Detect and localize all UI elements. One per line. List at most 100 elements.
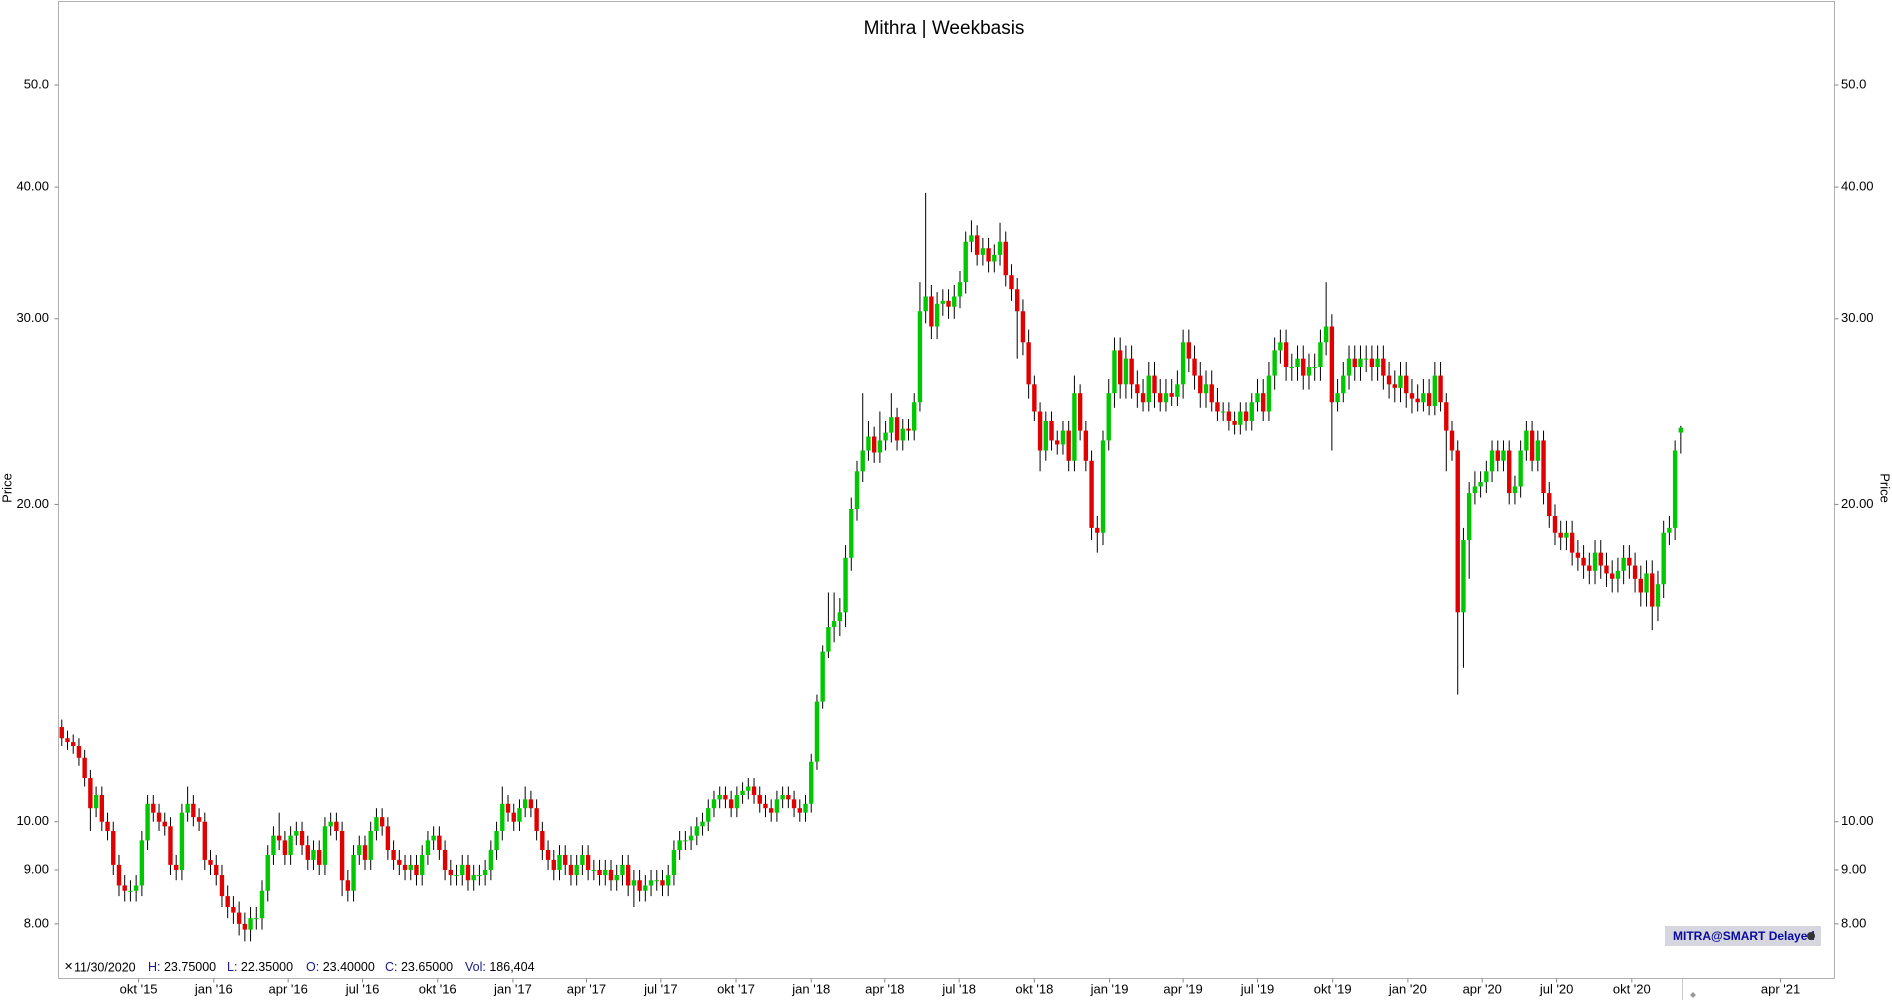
candle-body <box>631 880 637 886</box>
candle-body <box>854 471 860 510</box>
status-bar: ✕ 11/30/2020 H: 23.75000 L: 22.35000 O: … <box>64 960 535 974</box>
y-tick-label-right: 40.00 <box>1841 179 1874 194</box>
candle-body <box>1037 411 1043 451</box>
candle-body <box>1552 516 1558 533</box>
candle-body <box>1026 342 1031 385</box>
candle-body <box>763 803 768 809</box>
candle-body <box>557 854 562 870</box>
candle-body <box>282 840 288 855</box>
candle-body <box>969 235 974 242</box>
candle-body <box>608 869 614 881</box>
candle-body <box>517 808 522 822</box>
candle-body <box>322 826 328 865</box>
candle-body <box>706 808 711 822</box>
candle-body <box>65 738 70 743</box>
x-tick-label: jan '18 <box>791 981 830 996</box>
candle-body <box>299 830 305 846</box>
candle-body <box>374 817 379 831</box>
x-tick-label: okt '20 <box>1613 981 1651 996</box>
status-open-label: O: <box>306 960 319 974</box>
x-tick-label: jan '19 <box>1090 981 1129 996</box>
candle-body <box>477 875 482 877</box>
candle-body <box>1581 557 1586 566</box>
candle-body <box>505 803 511 813</box>
candle-body <box>208 859 213 865</box>
candle-body <box>111 830 116 865</box>
status-open-value: 23.40000 <box>323 960 375 974</box>
candle-body <box>1381 358 1386 376</box>
candle-body <box>402 864 408 870</box>
candle-body <box>1014 289 1020 312</box>
candle-body <box>128 890 133 892</box>
candle-body <box>1323 326 1329 343</box>
candle-body <box>563 854 568 865</box>
candle-body <box>1409 393 1415 399</box>
candle-body <box>545 850 551 860</box>
candle-body <box>1341 375 1346 394</box>
candle-body <box>580 854 585 865</box>
candle-body <box>305 845 310 860</box>
candle-body <box>1215 402 1220 412</box>
candle-body <box>1003 241 1008 276</box>
y-axis-label-right: Price <box>1878 473 1892 503</box>
candle-body <box>317 850 322 865</box>
candle-body <box>460 864 465 876</box>
candle-body <box>156 812 162 822</box>
candle-body <box>1175 384 1180 397</box>
candle-body <box>974 235 980 255</box>
candle-body <box>1432 375 1438 406</box>
candle-body <box>242 923 248 930</box>
candle-body <box>992 254 997 262</box>
candle-body <box>894 417 900 441</box>
candle-body <box>1186 342 1192 359</box>
candle-body <box>288 835 293 855</box>
candle-body <box>276 835 282 841</box>
cursor-marker <box>1690 992 1696 998</box>
y-tick-label-right: 10.00 <box>1841 813 1874 828</box>
candle-body <box>351 854 356 891</box>
candle-body <box>1507 450 1512 494</box>
x-tick-label: okt '18 <box>1015 981 1053 996</box>
watermark-icon <box>1807 932 1815 940</box>
y-tick-label: 30.00 <box>16 310 49 325</box>
candle-body <box>717 795 722 800</box>
candle-body <box>1152 375 1157 394</box>
candle-body <box>957 282 963 297</box>
candle-body <box>1529 430 1535 461</box>
candle-body <box>133 885 139 891</box>
status-high-label: H: <box>148 960 161 974</box>
candle-body <box>339 830 345 881</box>
candle-body <box>625 864 631 886</box>
candle-body <box>877 440 883 453</box>
status-marker: ✕ <box>64 961 73 973</box>
x-tick-label: apr '17 <box>567 981 606 996</box>
candle-body <box>385 826 391 851</box>
candle-body <box>1404 375 1409 394</box>
candle-body <box>1592 552 1598 571</box>
candle-body <box>294 830 299 836</box>
candle-body <box>471 875 476 881</box>
candle-body <box>357 845 362 855</box>
candle-body <box>1398 375 1403 388</box>
candle-body <box>219 875 225 897</box>
candle-body <box>774 799 780 813</box>
candle-body <box>1158 393 1163 403</box>
candle-body <box>1615 570 1621 579</box>
y-tick-label: 9.00 <box>24 861 49 876</box>
candle-body <box>271 835 276 855</box>
candle-body <box>1192 358 1197 376</box>
candle-body <box>1329 326 1335 403</box>
candle-body <box>122 885 127 891</box>
candle-body <box>952 296 957 307</box>
candle-body <box>746 786 751 791</box>
candle-body <box>139 840 145 886</box>
candle-body <box>1169 393 1174 397</box>
candle-body <box>1089 460 1094 528</box>
candle-body <box>866 436 871 451</box>
candle-body <box>568 864 574 876</box>
candle-body <box>1009 275 1014 290</box>
candle-body <box>1518 450 1523 487</box>
candle-body <box>997 241 1003 255</box>
